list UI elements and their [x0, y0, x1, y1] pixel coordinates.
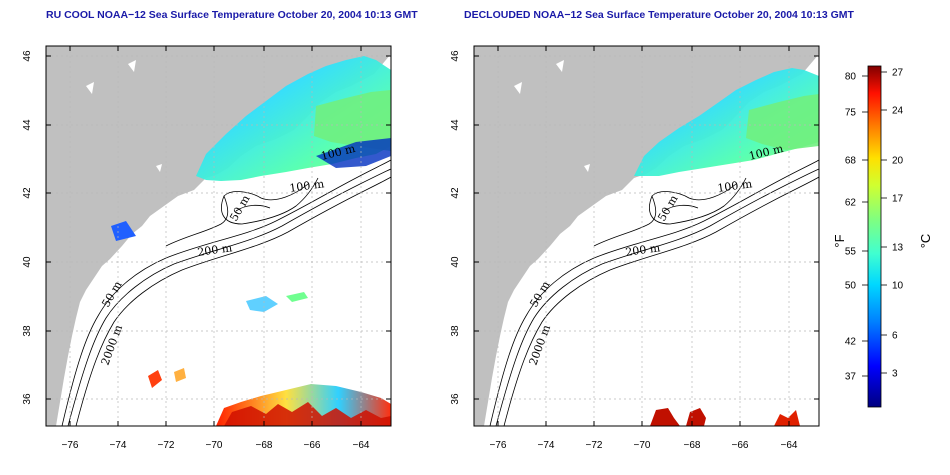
- y-tick-label: 36: [22, 393, 33, 405]
- x-tick-label: −68: [684, 440, 701, 451]
- left-map-sst-patch-dark: [316, 138, 391, 168]
- left-map-sst-patch-east: [314, 90, 391, 151]
- left-map-sst-patch-small2: [174, 368, 186, 382]
- right-map-sst-patch-south1: [650, 408, 680, 426]
- left-map-sst-gulfstream-core: [224, 402, 391, 426]
- y-tick-label: 38: [22, 325, 33, 337]
- y-tick-label: 42: [450, 187, 461, 199]
- y-tick-label: 36: [450, 393, 461, 405]
- contour-label: 200 m: [625, 241, 662, 259]
- celsius-tick-label: 6: [892, 331, 898, 342]
- y-tick-label: 46: [450, 50, 461, 62]
- left-map-title: RU COOL NOAA−12 Sea Surface Temperature …: [46, 9, 418, 21]
- y-tick-label: 44: [450, 119, 461, 131]
- left-map-y-ticks: 36 38 40 42 44 46: [22, 50, 391, 405]
- left-map-grid: [46, 46, 391, 426]
- x-tick-label: −72: [586, 440, 603, 451]
- fahrenheit-unit-label: °F: [832, 234, 847, 247]
- fahrenheit-tick-label: 55: [845, 247, 857, 258]
- right-map-frame: [473, 45, 820, 427]
- celsius-tick-label: 24: [892, 106, 904, 117]
- y-tick-label: 42: [22, 187, 33, 199]
- contour-label: 100 m: [289, 177, 326, 195]
- fahrenheit-tick-label: 42: [845, 337, 857, 348]
- y-tick-label: 44: [22, 119, 33, 131]
- celsius-tick-label: 13: [892, 243, 904, 254]
- colorbar-gradient: [867, 65, 882, 408]
- x-tick-label: −70: [634, 440, 651, 451]
- left-map-x-ticks: −76 −74 −72 −70 −68 −66 −64: [62, 46, 370, 451]
- left-map-sst-patch-mid: [246, 296, 278, 312]
- x-tick-label: −74: [110, 440, 127, 451]
- fahrenheit-tick-label: 37: [845, 372, 857, 383]
- left-map-sst-patch-mid2: [286, 292, 308, 302]
- contour-label: 100 m: [717, 177, 754, 195]
- x-tick-label: −64: [781, 440, 798, 451]
- y-tick-label: 40: [450, 256, 461, 268]
- fahrenheit-tick-label: 68: [845, 156, 857, 167]
- x-tick-label: −72: [158, 440, 175, 451]
- fahrenheit-tick-label: 50: [845, 281, 857, 292]
- right-map-sst-patch-south3: [774, 410, 800, 426]
- colorbar-fahrenheit-ticks: 80 75 68 62 55 50 42 37: [845, 72, 868, 383]
- celsius-tick-label: 17: [892, 194, 904, 205]
- right-map-x-ticks: −76 −74 −72 −70 −68 −66 −64: [490, 46, 798, 451]
- right-map-sst-patch-south2: [686, 408, 706, 426]
- fahrenheit-tick-label: 62: [845, 198, 857, 209]
- colorbar-celsius-ticks: 27 24 20 17 13 10 6 3: [881, 68, 904, 380]
- y-tick-label: 46: [22, 50, 33, 62]
- colorbar: °F °C 80 75 68 62 55 50 42 37 27 24 20 17 13 10 6 3: [832, 65, 933, 408]
- x-tick-label: −66: [732, 440, 749, 451]
- right-map-sst-patch-north: [634, 68, 819, 176]
- x-tick-label: −66: [304, 440, 321, 451]
- x-tick-label: −68: [256, 440, 273, 451]
- celsius-tick-label: 20: [892, 156, 904, 167]
- x-tick-label: −70: [206, 440, 223, 451]
- fahrenheit-tick-label: 80: [845, 72, 857, 83]
- contour-label: 200 m: [197, 241, 234, 259]
- y-tick-label: 40: [22, 256, 33, 268]
- right-map-sst-patch-east: [746, 94, 819, 150]
- x-tick-label: −74: [538, 440, 555, 451]
- left-map-sst-coastal-strip: [111, 221, 136, 241]
- celsius-tick-label: 10: [892, 281, 904, 292]
- fahrenheit-tick-label: 75: [845, 108, 857, 119]
- y-tick-label: 38: [450, 325, 461, 337]
- left-map-sst-patch-small: [148, 370, 162, 388]
- left-map-frame: [45, 45, 392, 427]
- right-map-title: DECLOUDED NOAA−12 Sea Surface Temperatur…: [464, 9, 854, 21]
- x-tick-label: −76: [490, 440, 507, 451]
- celsius-tick-label: 3: [892, 369, 898, 380]
- celsius-unit-label: °C: [918, 234, 933, 249]
- x-tick-label: −64: [353, 440, 370, 451]
- celsius-tick-label: 27: [892, 68, 904, 79]
- x-tick-label: −76: [62, 440, 79, 451]
- right-map-grid: [474, 46, 819, 426]
- right-map-y-ticks: 36 38 40 42 44 46: [450, 50, 819, 405]
